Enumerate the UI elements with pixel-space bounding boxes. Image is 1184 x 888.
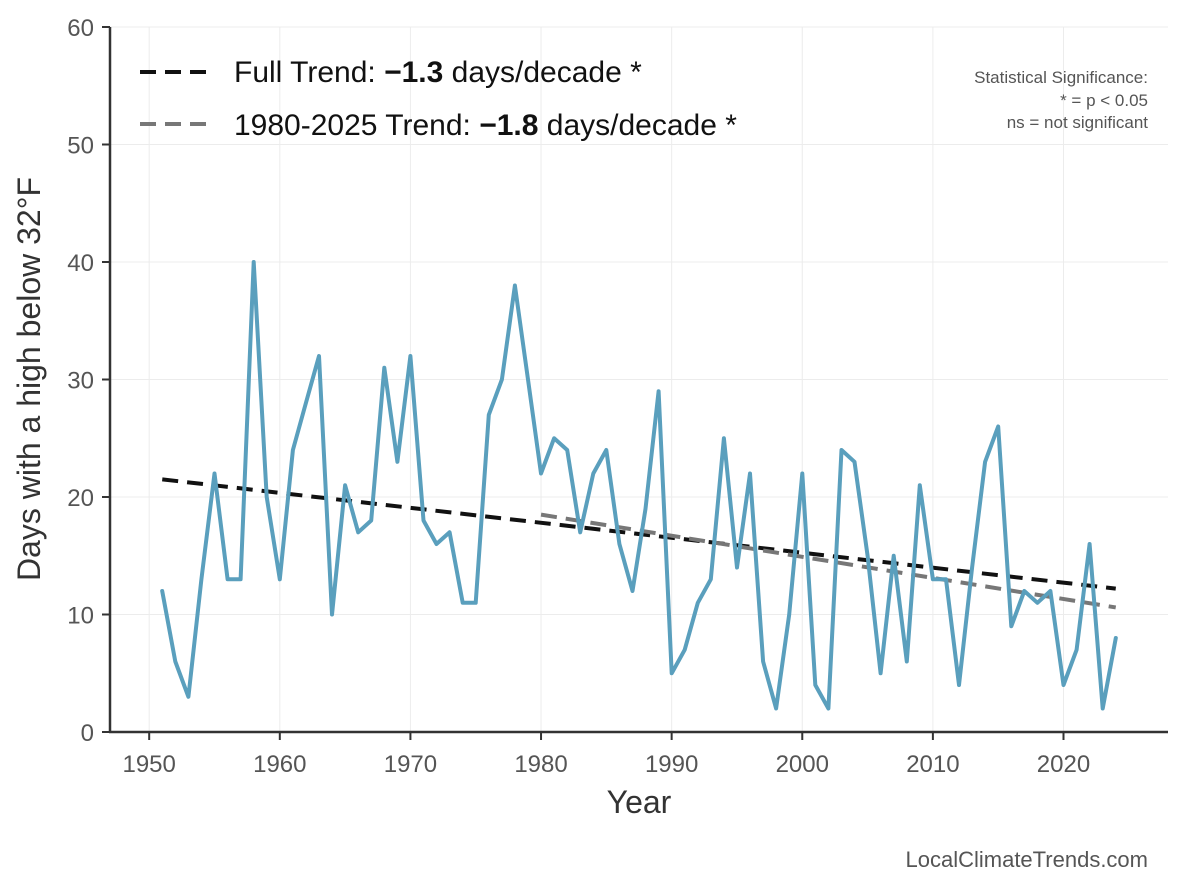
- x-tick-label: 1950: [122, 751, 175, 778]
- y-tick-label: 30: [67, 368, 94, 395]
- legend-suffix: days/decade *: [538, 109, 737, 142]
- legend-suffix: days/decade *: [443, 56, 642, 89]
- x-tick-label: 1970: [384, 751, 437, 778]
- x-tick-label: 1990: [645, 751, 698, 778]
- legend-prefix: 1980-2025 Trend:: [234, 109, 479, 142]
- x-tick-label: 1960: [253, 751, 306, 778]
- significance-star: * = p < 0.05: [1060, 91, 1148, 110]
- trend-1980-2025-line: [540, 512, 1117, 610]
- legend-prefix: Full Trend:: [234, 56, 384, 89]
- y-tick-label: 0: [81, 720, 94, 747]
- full-trend-line: [162, 477, 1116, 591]
- trend-lines: [162, 477, 1117, 610]
- significance-note: Statistical Significance: * = p < 0.05 n…: [974, 68, 1148, 132]
- y-tick-label: 20: [67, 485, 94, 512]
- x-axis-ticks: 1950 1960 1970 1980 1990 2000 2010 2020: [122, 732, 1090, 778]
- x-tick-label: 1980: [514, 751, 567, 778]
- legend-label-full-trend: Full Trend: −1.3 days/decade *: [234, 56, 642, 89]
- legend-value: −1.3: [384, 56, 443, 89]
- y-tick-label: 60: [67, 15, 94, 42]
- significance-ns: ns = not significant: [1007, 113, 1149, 132]
- y-tick-label: 50: [67, 133, 94, 160]
- x-tick-label: 2010: [906, 751, 959, 778]
- x-tick-label: 2000: [776, 751, 829, 778]
- x-axis-title: Year: [607, 784, 672, 820]
- y-tick-label: 10: [67, 603, 94, 630]
- y-tick-label: 40: [67, 250, 94, 277]
- y-axis-ticks: 0 10 20 30 40 50 60: [67, 15, 110, 747]
- significance-title: Statistical Significance:: [974, 68, 1148, 87]
- legend-value: −1.8: [479, 109, 538, 142]
- series-line: [160, 260, 1118, 711]
- data-series: [160, 260, 1118, 711]
- legend: Full Trend: −1.3 days/decade * 1980-2025…: [140, 56, 737, 142]
- x-tick-label: 2020: [1037, 751, 1090, 778]
- y-axis-title: Days with a high below 32°F: [11, 177, 47, 581]
- credit-text: LocalClimateTrends.com: [906, 847, 1149, 872]
- legend-label-1980-trend: 1980-2025 Trend: −1.8 days/decade *: [234, 109, 737, 142]
